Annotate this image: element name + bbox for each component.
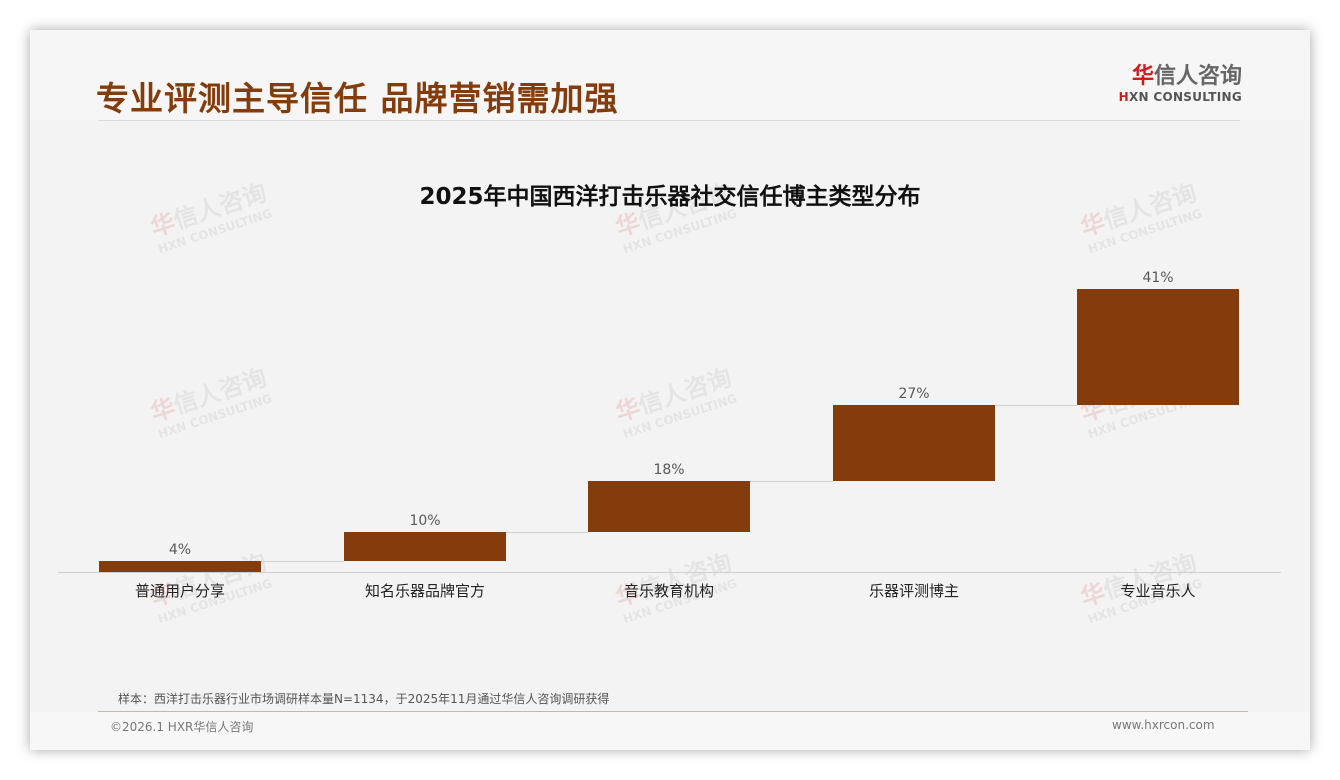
data-label: 27% bbox=[898, 386, 930, 403]
website-link[interactable]: www.hxrcon.com bbox=[1112, 718, 1215, 732]
chart-title: 2025年中国西洋打击乐器社交信任博主类型分布 bbox=[419, 184, 921, 210]
logo-cn-accent: 华 bbox=[1131, 64, 1154, 89]
header bbox=[30, 30, 1310, 120]
data-label: 41% bbox=[1142, 270, 1174, 286]
data-label: 18% bbox=[653, 462, 685, 479]
sample-note: 样本：西洋打击乐器行业市场调研样本量N=1134，于2025年11月通过华信人咨… bbox=[118, 692, 610, 706]
logo-en-accent: H bbox=[1118, 90, 1129, 104]
copyright-text: ©2026.1 HXR华信人咨询 bbox=[110, 720, 254, 734]
category-label: 音乐教育机构 bbox=[623, 582, 714, 600]
connector-line bbox=[750, 481, 833, 483]
bar-3 bbox=[588, 481, 750, 533]
bar-5 bbox=[1077, 289, 1239, 406]
data-label: 4% bbox=[168, 541, 192, 558]
connector-line bbox=[995, 405, 1077, 407]
slide: 专业评测主导信任 品牌营销需加强 华信人咨询 HXN CONSULTING 华信… bbox=[30, 30, 1310, 750]
page-title: 专业评测主导信任 品牌营销需加强 bbox=[96, 79, 619, 118]
category-label: 普通用户分享 bbox=[134, 582, 225, 600]
footer-divider bbox=[98, 711, 1248, 712]
category-label: 专业音乐人 bbox=[1120, 582, 1196, 600]
bar-4 bbox=[833, 405, 995, 482]
logo-cn-text: 信人咨询 bbox=[1153, 64, 1242, 89]
data-label: 10% bbox=[409, 513, 441, 530]
x-axis-line bbox=[58, 572, 1281, 573]
connector-line bbox=[261, 560, 344, 562]
waterfall-chart: 4% 普通用户分享 10% 知名乐器品牌官方 18% 音乐教育机构 27% 乐器评测博主 41%… bbox=[30, 30, 1310, 750]
bar-2 bbox=[344, 532, 506, 561]
footer bbox=[30, 712, 1310, 750]
logo-en-text: XN CONSULTING bbox=[1128, 90, 1242, 104]
category-label: 知名乐器品牌官方 bbox=[364, 582, 485, 600]
bar-1 bbox=[99, 560, 261, 572]
connector-line bbox=[506, 532, 588, 534]
company-logo: 华信人咨询 HXN CONSULTING bbox=[1112, 64, 1242, 104]
category-label: 乐器评测博主 bbox=[868, 582, 959, 600]
header-divider bbox=[98, 120, 1240, 121]
